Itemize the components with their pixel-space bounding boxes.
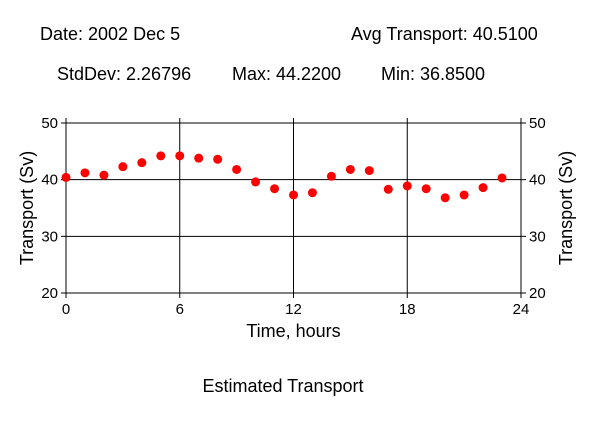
data-point <box>213 154 223 164</box>
y-tick-label-right: 40 <box>529 172 546 189</box>
y-tick-label-left: 30 <box>41 228 58 245</box>
data-point <box>383 184 393 194</box>
data-point <box>270 184 280 194</box>
data-point <box>364 166 374 176</box>
x-axis-label: Time, hours <box>246 321 340 341</box>
y-tick-label-right: 50 <box>529 115 546 132</box>
data-point <box>232 164 242 174</box>
chart-caption: Estimated Transport <box>202 376 363 396</box>
data-point <box>326 171 336 181</box>
data-point <box>80 168 90 178</box>
data-point <box>440 193 450 203</box>
data-point <box>194 153 204 163</box>
y-tick-label-left: 40 <box>41 172 58 189</box>
grid-lines <box>66 123 521 293</box>
data-point <box>497 173 507 183</box>
y-axis-label: Transport (Sv) <box>17 151 37 265</box>
data-point <box>307 188 317 198</box>
data-point <box>175 151 185 161</box>
x-tick-label: 12 <box>285 301 302 318</box>
data-points <box>61 151 507 203</box>
min-label: Min: 36.8500 <box>381 64 486 84</box>
x-tick-label: 6 <box>176 301 184 318</box>
x-tick-label: 24 <box>513 301 530 318</box>
y-tick-label-right: 30 <box>529 228 546 245</box>
data-point <box>478 183 488 193</box>
x-tick-label: 18 <box>399 301 416 318</box>
stddev-label: StdDev: 2.26796 <box>57 64 192 84</box>
data-point <box>345 164 355 174</box>
y-tick-label-left: 50 <box>41 115 58 132</box>
data-point <box>137 158 147 168</box>
max-label: Max: 44.2200 <box>232 64 342 84</box>
date-label: Date: 2002 Dec 5 <box>40 24 181 44</box>
data-point <box>99 170 109 180</box>
data-point <box>156 151 166 161</box>
data-point <box>289 190 298 200</box>
data-point <box>61 172 71 182</box>
avg-transport-label: Avg Transport: 40.5100 <box>351 24 538 44</box>
y-tick-label-right: 20 <box>529 285 546 302</box>
data-point <box>421 184 431 194</box>
data-point <box>251 177 261 187</box>
data-point <box>459 190 469 200</box>
y-axis-label-right: Transport (Sv) <box>556 151 576 265</box>
data-point <box>118 162 128 172</box>
x-tick-label: 0 <box>62 301 70 318</box>
data-point <box>402 181 412 191</box>
y-tick-label-left: 20 <box>41 285 58 302</box>
